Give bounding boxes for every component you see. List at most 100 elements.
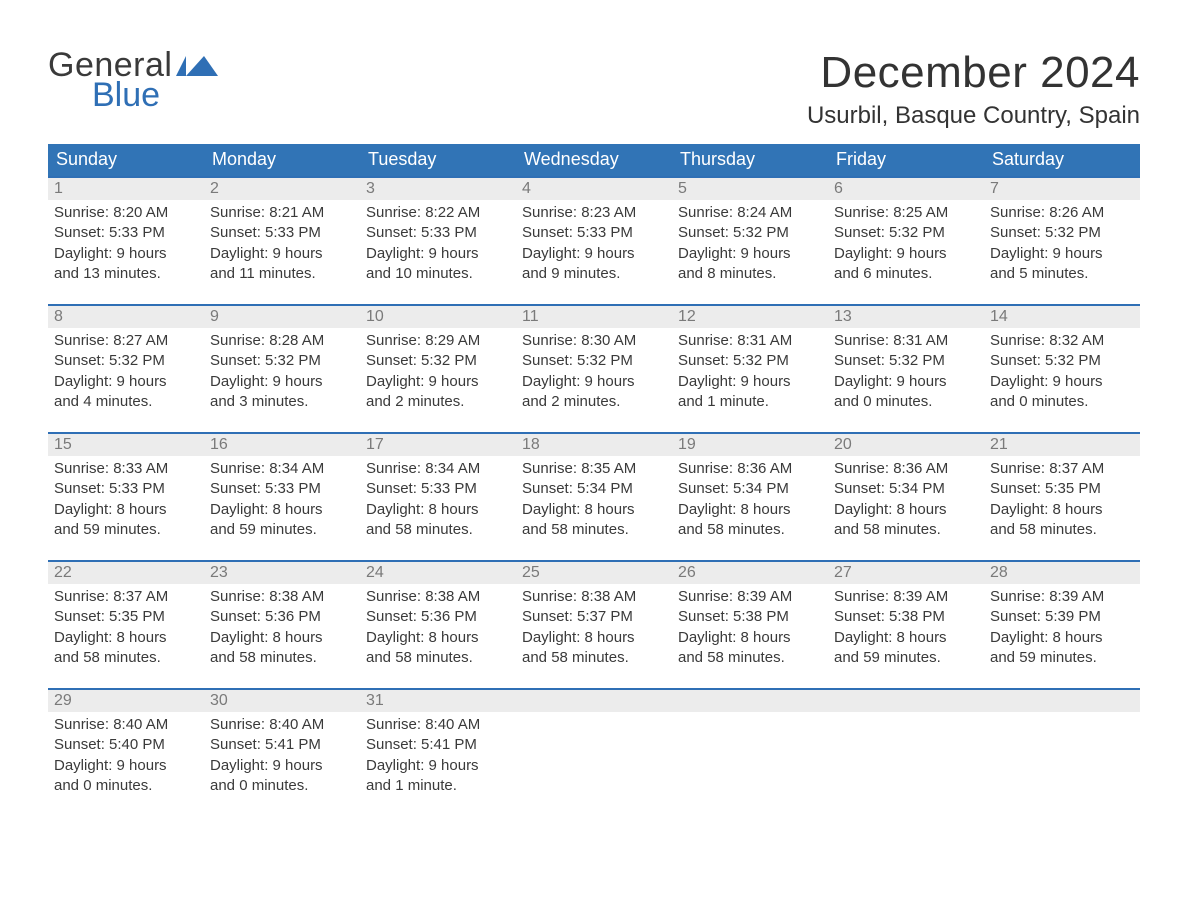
calendar-cell: 28Sunrise: 8:39 AMSunset: 5:39 PMDayligh… (984, 561, 1140, 689)
day-details: Sunrise: 8:38 AMSunset: 5:36 PMDaylight:… (204, 584, 360, 672)
day-details: Sunrise: 8:31 AMSunset: 5:32 PMDaylight:… (828, 328, 984, 416)
day-number: 12 (672, 306, 828, 328)
day-number: 7 (984, 178, 1140, 200)
sunrise-text: Sunrise: 8:21 AM (210, 203, 354, 223)
sunrise-text: Sunrise: 8:35 AM (522, 459, 666, 479)
brand-word-2: Blue (92, 78, 218, 112)
calendar-cell: 1Sunrise: 8:20 AMSunset: 5:33 PMDaylight… (48, 177, 204, 305)
daylight-text-1: Daylight: 8 hours (54, 500, 198, 520)
day-number: 29 (48, 690, 204, 712)
day-number: 22 (48, 562, 204, 584)
sunset-text: Sunset: 5:32 PM (990, 351, 1134, 371)
daylight-text-2: and 6 minutes. (834, 264, 978, 284)
sunrise-text: Sunrise: 8:23 AM (522, 203, 666, 223)
day-number: . (984, 690, 1140, 712)
calendar-cell: 5Sunrise: 8:24 AMSunset: 5:32 PMDaylight… (672, 177, 828, 305)
sunset-text: Sunset: 5:33 PM (366, 479, 510, 499)
day-number: . (828, 690, 984, 712)
sunset-text: Sunset: 5:32 PM (834, 223, 978, 243)
calendar-header-row: Sunday Monday Tuesday Wednesday Thursday… (48, 144, 1140, 177)
sunset-text: Sunset: 5:32 PM (678, 351, 822, 371)
day-number: 20 (828, 434, 984, 456)
sunset-text: Sunset: 5:36 PM (210, 607, 354, 627)
dayheader-tuesday: Tuesday (360, 144, 516, 177)
sunset-text: Sunset: 5:32 PM (834, 351, 978, 371)
sunset-text: Sunset: 5:41 PM (210, 735, 354, 755)
daylight-text-2: and 59 minutes. (54, 520, 198, 540)
daylight-text-1: Daylight: 8 hours (834, 628, 978, 648)
dayheader-sunday: Sunday (48, 144, 204, 177)
daylight-text-1: Daylight: 9 hours (990, 372, 1134, 392)
dayheader-monday: Monday (204, 144, 360, 177)
daylight-text-2: and 58 minutes. (210, 648, 354, 668)
daylight-text-2: and 3 minutes. (210, 392, 354, 412)
sunset-text: Sunset: 5:35 PM (54, 607, 198, 627)
header: General Blue December 2024 Usurbil, Basq… (48, 48, 1140, 130)
calendar-cell: 12Sunrise: 8:31 AMSunset: 5:32 PMDayligh… (672, 305, 828, 433)
daylight-text-2: and 1 minute. (366, 776, 510, 796)
calendar-cell: . (828, 689, 984, 817)
daylight-text-1: Daylight: 9 hours (366, 756, 510, 776)
calendar-cell: 15Sunrise: 8:33 AMSunset: 5:33 PMDayligh… (48, 433, 204, 561)
calendar-cell: 13Sunrise: 8:31 AMSunset: 5:32 PMDayligh… (828, 305, 984, 433)
day-details: Sunrise: 8:38 AMSunset: 5:36 PMDaylight:… (360, 584, 516, 672)
daylight-text-1: Daylight: 9 hours (210, 756, 354, 776)
daylight-text-2: and 0 minutes. (210, 776, 354, 796)
daylight-text-1: Daylight: 9 hours (678, 244, 822, 264)
sunset-text: Sunset: 5:32 PM (54, 351, 198, 371)
calendar-cell: 9Sunrise: 8:28 AMSunset: 5:32 PMDaylight… (204, 305, 360, 433)
day-details: Sunrise: 8:39 AMSunset: 5:39 PMDaylight:… (984, 584, 1140, 672)
sunset-text: Sunset: 5:40 PM (54, 735, 198, 755)
calendar-cell: . (672, 689, 828, 817)
sunset-text: Sunset: 5:34 PM (678, 479, 822, 499)
brand-mark-icon (176, 56, 218, 76)
day-details: Sunrise: 8:36 AMSunset: 5:34 PMDaylight:… (828, 456, 984, 544)
sunrise-text: Sunrise: 8:25 AM (834, 203, 978, 223)
daylight-text-1: Daylight: 8 hours (678, 500, 822, 520)
day-number: 2 (204, 178, 360, 200)
daylight-text-2: and 9 minutes. (522, 264, 666, 284)
daylight-text-2: and 1 minute. (678, 392, 822, 412)
sunset-text: Sunset: 5:32 PM (678, 223, 822, 243)
calendar-cell: 19Sunrise: 8:36 AMSunset: 5:34 PMDayligh… (672, 433, 828, 561)
daylight-text-2: and 0 minutes. (990, 392, 1134, 412)
day-details: Sunrise: 8:38 AMSunset: 5:37 PMDaylight:… (516, 584, 672, 672)
sunrise-text: Sunrise: 8:30 AM (522, 331, 666, 351)
daylight-text-2: and 58 minutes. (834, 520, 978, 540)
sunset-text: Sunset: 5:33 PM (54, 223, 198, 243)
sunrise-text: Sunrise: 8:33 AM (54, 459, 198, 479)
sunset-text: Sunset: 5:32 PM (366, 351, 510, 371)
calendar-cell: 8Sunrise: 8:27 AMSunset: 5:32 PMDaylight… (48, 305, 204, 433)
daylight-text-1: Daylight: 9 hours (522, 244, 666, 264)
day-details: Sunrise: 8:25 AMSunset: 5:32 PMDaylight:… (828, 200, 984, 288)
day-details: Sunrise: 8:21 AMSunset: 5:33 PMDaylight:… (204, 200, 360, 288)
day-number: 1 (48, 178, 204, 200)
day-details: Sunrise: 8:37 AMSunset: 5:35 PMDaylight:… (984, 456, 1140, 544)
dayheader-friday: Friday (828, 144, 984, 177)
day-details: Sunrise: 8:34 AMSunset: 5:33 PMDaylight:… (204, 456, 360, 544)
day-details: Sunrise: 8:40 AMSunset: 5:41 PMDaylight:… (204, 712, 360, 800)
daylight-text-1: Daylight: 8 hours (522, 628, 666, 648)
day-number: 3 (360, 178, 516, 200)
day-number: 18 (516, 434, 672, 456)
day-number: 17 (360, 434, 516, 456)
calendar-cell: 30Sunrise: 8:40 AMSunset: 5:41 PMDayligh… (204, 689, 360, 817)
calendar-cell: . (516, 689, 672, 817)
dayheader-wednesday: Wednesday (516, 144, 672, 177)
daylight-text-2: and 8 minutes. (678, 264, 822, 284)
sunset-text: Sunset: 5:32 PM (210, 351, 354, 371)
calendar-cell: 4Sunrise: 8:23 AMSunset: 5:33 PMDaylight… (516, 177, 672, 305)
daylight-text-1: Daylight: 9 hours (54, 756, 198, 776)
sunset-text: Sunset: 5:35 PM (990, 479, 1134, 499)
sunrise-text: Sunrise: 8:28 AM (210, 331, 354, 351)
calendar-cell: 25Sunrise: 8:38 AMSunset: 5:37 PMDayligh… (516, 561, 672, 689)
sunrise-text: Sunrise: 8:40 AM (210, 715, 354, 735)
dayheader-thursday: Thursday (672, 144, 828, 177)
sunrise-text: Sunrise: 8:32 AM (990, 331, 1134, 351)
sunrise-text: Sunrise: 8:31 AM (678, 331, 822, 351)
day-details: Sunrise: 8:34 AMSunset: 5:33 PMDaylight:… (360, 456, 516, 544)
sunset-text: Sunset: 5:33 PM (210, 479, 354, 499)
daylight-text-1: Daylight: 9 hours (366, 372, 510, 392)
day-number: 4 (516, 178, 672, 200)
day-details: Sunrise: 8:33 AMSunset: 5:33 PMDaylight:… (48, 456, 204, 544)
